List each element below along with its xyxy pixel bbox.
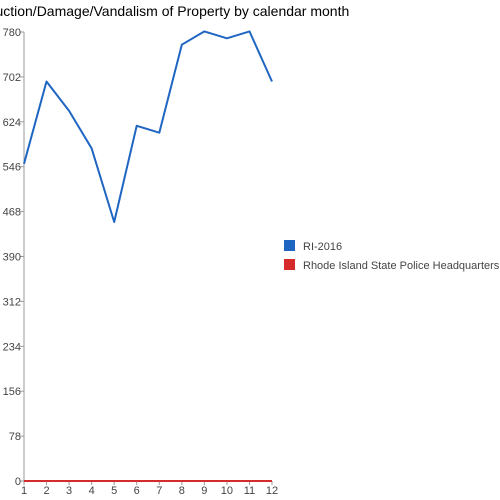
y-tick-label: 78 <box>9 431 21 443</box>
series-line-1 <box>23 30 273 223</box>
legend-swatch-2 <box>284 259 295 270</box>
x-tick-label: 5 <box>111 485 117 497</box>
legend-label-2: Rhode Island State Police Headquarters <box>303 260 500 272</box>
y-tick-label: 468 <box>3 207 21 219</box>
x-tick-label: 7 <box>156 485 162 497</box>
x-tick-label: 10 <box>221 485 233 497</box>
y-tick-label: 624 <box>3 117 21 129</box>
legend-swatch-1 <box>284 240 295 251</box>
y-tick-label: 702 <box>3 72 21 84</box>
y-tick-label: 312 <box>3 296 21 308</box>
x-tick-label: 12 <box>266 485 278 497</box>
y-tick-label: 390 <box>3 252 21 264</box>
x-tick-label: 6 <box>134 485 140 497</box>
x-tick-label: 11 <box>244 485 255 497</box>
legend-label-1: RI-2016 <box>303 241 342 253</box>
x-tick-label: 2 <box>43 485 49 497</box>
y-tick-label: 234 <box>3 341 21 353</box>
y-tick-label: 156 <box>3 386 21 398</box>
x-tick-label: 4 <box>89 485 95 497</box>
x-tick-label: 1 <box>21 485 27 497</box>
x-tick-label: 3 <box>66 485 72 497</box>
x-tick-label: 9 <box>201 485 207 497</box>
y-tick-label: 780 <box>3 27 21 39</box>
x-tick-label: 8 <box>179 485 185 497</box>
chart-title: Destruction/Damage/Vandalism of Property… <box>0 3 350 19</box>
y-tick-label: 546 <box>3 162 21 174</box>
y-tick-label: 0 <box>15 476 21 488</box>
